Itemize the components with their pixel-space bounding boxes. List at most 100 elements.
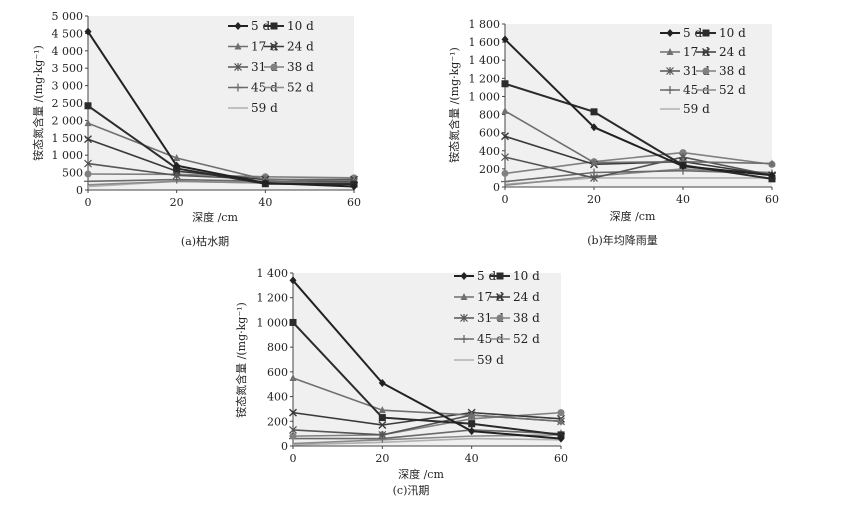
legend-item: 5 d (454, 269, 496, 283)
series-line (292, 437, 562, 446)
series-17d (289, 374, 565, 425)
series-5d (84, 27, 358, 191)
legend-item: 59 d (228, 101, 278, 115)
data-point (289, 276, 297, 285)
legend-label: 5 d (251, 19, 270, 33)
legend-item: 10 d (490, 269, 540, 283)
data-point (84, 177, 92, 186)
y-tick-label: 1 400 (257, 267, 289, 280)
plot-area (88, 16, 354, 190)
data-point (501, 80, 509, 88)
x-tick-label: 40 (676, 193, 690, 206)
x-tick-label: 0 (85, 196, 92, 209)
y-tick-label: 500 (62, 167, 83, 180)
legend-marker (234, 42, 242, 50)
legend-label: 24 d (513, 290, 540, 304)
series-line (87, 31, 355, 188)
y-tick-label: 4 500 (52, 27, 84, 40)
data-point (501, 177, 509, 186)
legend-marker (496, 272, 504, 280)
y-tick-label: 600 (267, 366, 288, 379)
legend-marker (270, 42, 278, 51)
legend-marker (666, 29, 674, 37)
legend-item: 5 d (660, 26, 702, 40)
legend-label: 59 d (251, 101, 278, 115)
plot-area (505, 24, 772, 187)
data-point (590, 173, 598, 182)
y-axis-title: 铵态氮含量 /(mg·kg⁻¹) (447, 47, 461, 163)
legend-marker (460, 335, 468, 343)
y-tick-label: 1 000 (257, 316, 289, 329)
data-point (557, 417, 565, 425)
data-point (84, 170, 92, 178)
data-point (289, 425, 297, 434)
series-line (292, 279, 562, 440)
data-point (378, 414, 386, 422)
chart-flood-season: 0 200 400 600 800 1 000 1 200 1 400 0 20 40 60 铵态氮含量… (234, 267, 568, 497)
data-point (501, 35, 509, 44)
x-tick-label: 60 (554, 452, 568, 465)
legend-item: 59 d (660, 102, 710, 116)
x-tick-label: 20 (170, 196, 184, 209)
y-tick-label: 0 (281, 440, 288, 453)
y-tick-label: 0 (76, 184, 83, 197)
series-line (504, 156, 773, 179)
x-tick-label: 0 (502, 193, 509, 206)
legend-marker (234, 63, 242, 71)
legend-label: 59 d (683, 102, 710, 116)
y-tick-label: 2 000 (52, 114, 84, 127)
plot-area (293, 273, 561, 446)
y-tick-label: 1 600 (469, 36, 501, 49)
legend-item: 38 d (696, 64, 746, 78)
data-point (378, 430, 387, 439)
data-point (84, 102, 92, 110)
series-17d (501, 106, 776, 167)
series-line (292, 411, 562, 426)
legend-marker (460, 314, 468, 322)
x-tick-label: 40 (258, 196, 272, 209)
legend-label: 10 d (719, 26, 746, 40)
y-tick-label: 3 500 (52, 62, 84, 75)
data-point (289, 374, 297, 382)
data-point (590, 108, 598, 116)
legend-marker (460, 293, 468, 300)
legend-marker (702, 48, 710, 56)
legend-item: 24 d (696, 45, 746, 59)
y-tick-label: 1 400 (469, 54, 501, 67)
x-tick-label: 60 (765, 193, 779, 206)
legend-item: 10 d (696, 26, 746, 40)
x-tick-label: 20 (375, 452, 389, 465)
chart-caption: (a)枯水期 (181, 234, 229, 248)
data-point (590, 158, 598, 166)
data-point (768, 171, 776, 180)
data-point (84, 159, 92, 168)
legend-item: 5 d (228, 19, 270, 33)
data-point (468, 411, 476, 419)
legend-label: 38 d (513, 311, 540, 325)
y-axis-title: 铵态氮含量 /(mg·kg⁻¹) (31, 45, 45, 161)
legend-item: 52 d (490, 332, 540, 346)
y-tick-label: 3 000 (52, 80, 84, 93)
y-tick-label: 1 500 (52, 132, 84, 145)
data-point (350, 182, 358, 191)
data-point (557, 434, 565, 443)
y-tick-label: 0 (493, 181, 500, 194)
legend-label: 38 d (287, 60, 314, 74)
legend-label: 10 d (287, 19, 314, 33)
data-point (289, 432, 297, 440)
y-tick-label: 800 (267, 341, 288, 354)
series-line (87, 122, 355, 182)
y-axis-title: 铵态氮含量 /(mg·kg⁻¹) (234, 302, 248, 418)
chart-dry-season: 0 500 1 000 1 500 2 000 2 500 3 000 3 500 4 000 4… (31, 10, 361, 248)
y-tick-label: 800 (479, 109, 500, 122)
data-point (468, 420, 476, 428)
series-line (87, 178, 355, 184)
data-point (173, 161, 181, 170)
data-point (261, 179, 269, 188)
y-tick-label: 4 000 (52, 45, 84, 58)
legend-marker (702, 67, 710, 75)
data-point (378, 420, 387, 429)
legend-label: 10 d (513, 269, 540, 283)
y-tick-label: 2 500 (52, 97, 84, 110)
x-tick-label: 0 (290, 452, 297, 465)
